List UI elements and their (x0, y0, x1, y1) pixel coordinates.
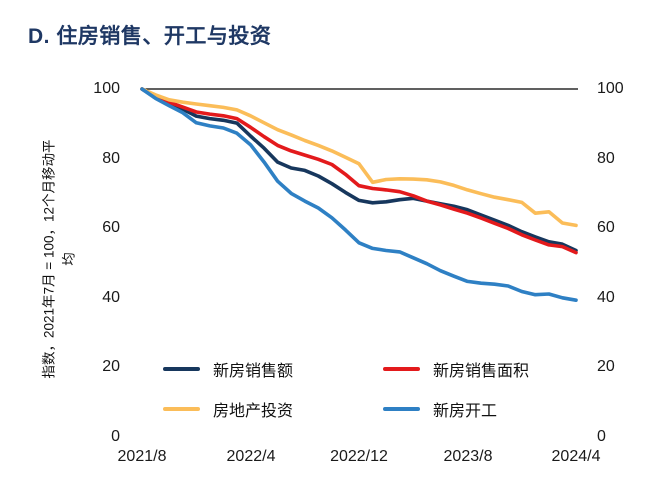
legend-item-new-home-sales-area: 新房销售面积 (383, 358, 529, 380)
y-tick-label-right: 40 (597, 289, 615, 306)
y-tick-label-right: 80 (597, 150, 615, 167)
legend-line-swatch (163, 367, 200, 371)
y-tick-label-left: 80 (102, 150, 120, 167)
legend-label: 新房销售额 (213, 363, 294, 380)
y-tick-label-left: 60 (102, 219, 120, 236)
series-line-new-home-sales-area (140, 87, 578, 255)
legend-item-real-estate-investment: 房地产投资 (163, 398, 293, 420)
legend-label: 新房开工 (433, 403, 498, 420)
legend-line-swatch (163, 407, 200, 411)
y-tick-label-right: 100 (597, 80, 624, 97)
legend-line-swatch (383, 367, 420, 371)
y-tick-label-left: 40 (102, 289, 120, 306)
x-tick-label: 2024/4 (551, 448, 601, 465)
series-line-new-home-starts (140, 87, 578, 303)
x-tick-label: 2022/4 (226, 448, 276, 465)
series-line-real-estate-investment (140, 87, 578, 228)
y-tick-label-left: 20 (102, 358, 120, 375)
x-tick-label: 2021/8 (117, 448, 167, 465)
legend-label: 新房销售面积 (433, 363, 530, 380)
legend-item-new-home-starts: 新房开工 (383, 398, 497, 420)
y-tick-label-right: 60 (597, 219, 615, 236)
x-tick-label: 2023/8 (443, 448, 493, 465)
y-tick-label-left: 0 (111, 428, 120, 445)
y-tick-label-left: 100 (93, 80, 120, 97)
y-tick-label-right: 20 (597, 358, 615, 375)
x-tick-label: 2022/12 (330, 448, 388, 465)
y-tick-label-right: 0 (597, 428, 606, 445)
page-title: D. 住房销售、开工与投资 (28, 25, 272, 48)
legend-item-new-home-sales-value: 新房销售额 (163, 358, 293, 380)
legend-label: 房地产投资 (213, 403, 294, 420)
series-line-new-home-sales-value (140, 87, 578, 253)
legend-line-swatch (383, 407, 420, 411)
